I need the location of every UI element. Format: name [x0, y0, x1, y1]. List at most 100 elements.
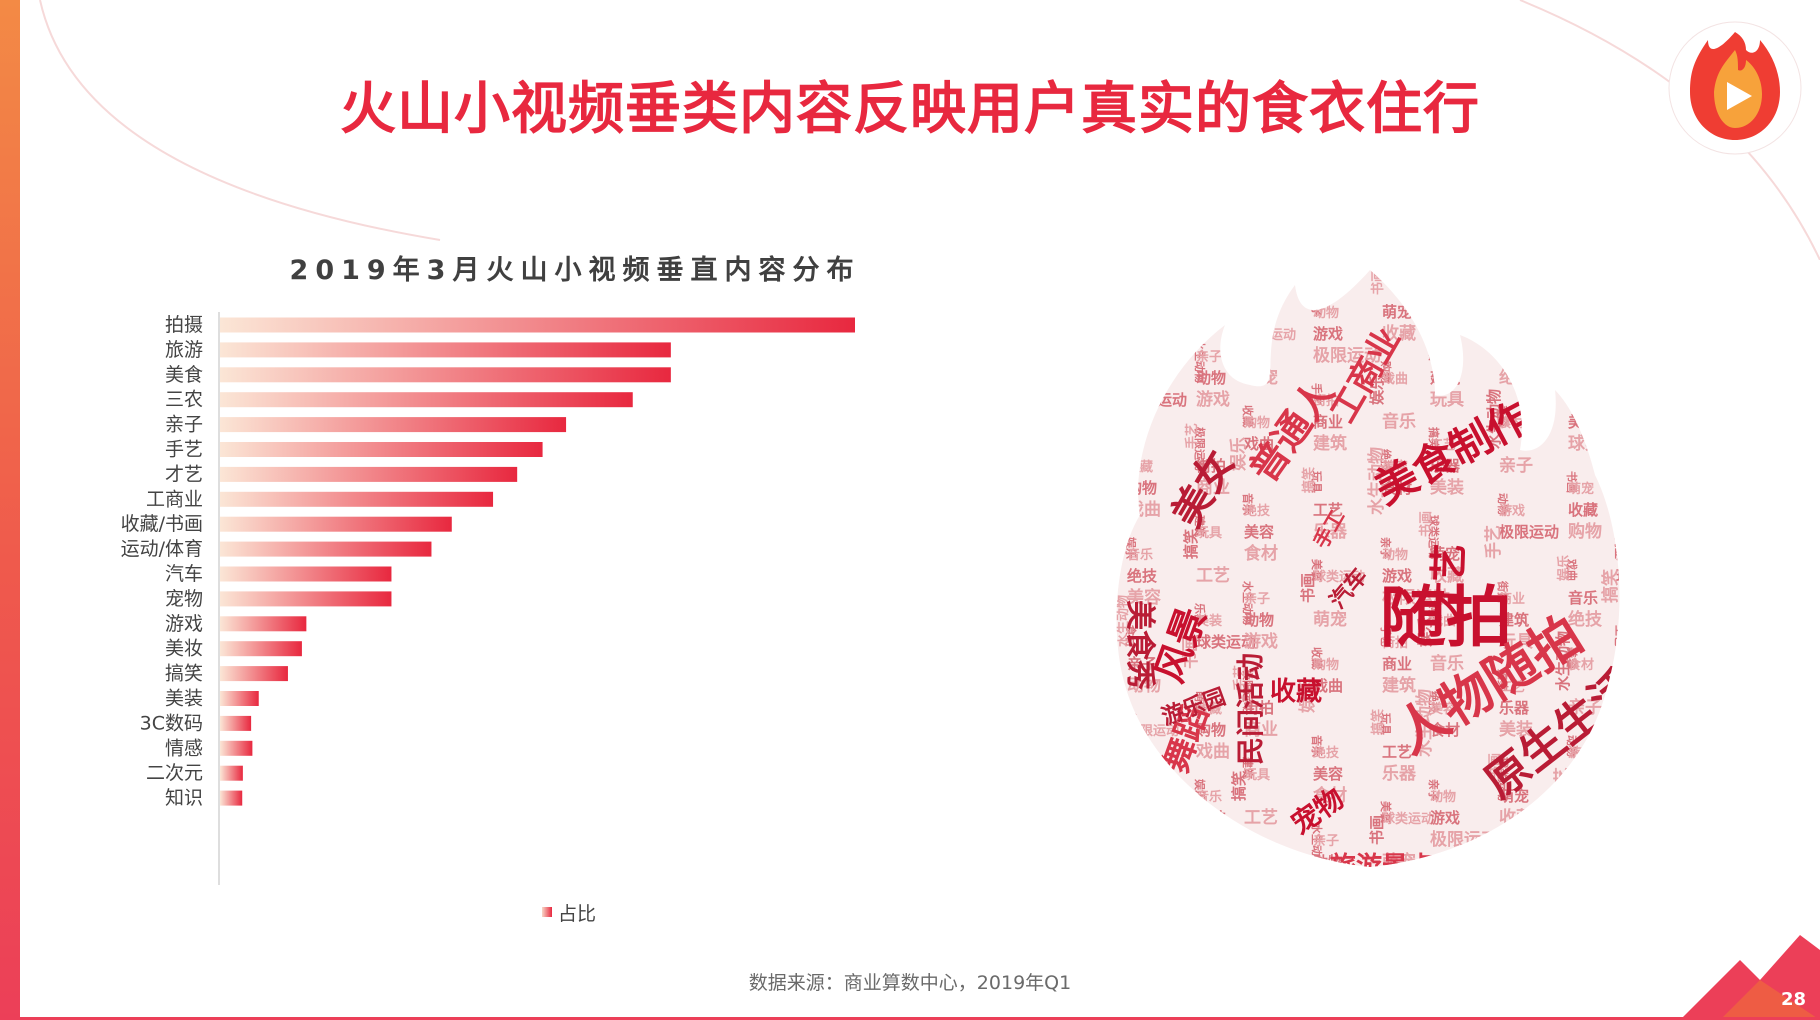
wordcloud-word: 游戏	[1613, 449, 1627, 471]
wordcloud-word: 水生动物	[1604, 331, 1620, 383]
wordcloud-word: 商业	[1565, 295, 1579, 317]
wordcloud-word: 书画	[1299, 573, 1317, 603]
wordcloud-word: 美容	[1496, 405, 1510, 427]
wordcloud-word: 食材	[1124, 625, 1138, 647]
legend-swatch	[542, 907, 552, 917]
wordcloud-word: 收藏	[1310, 647, 1324, 669]
wordcloud-word: 街拍	[1615, 499, 1640, 520]
wordcloud-word: 建筑	[1568, 853, 1598, 871]
wordcloud-word: 音乐	[1499, 347, 1529, 365]
category-label: 三农	[165, 389, 203, 411]
bar	[220, 541, 432, 557]
wordcloud-word: 书画	[1112, 393, 1132, 427]
wordcloud-word: 音乐	[1616, 831, 1640, 849]
chart-title: 2019年3月火山小视频垂直内容分布	[289, 255, 861, 286]
wordcloud-word: 食材	[1613, 361, 1627, 383]
wordcloud-word: 搞笑	[1113, 287, 1131, 317]
wordcloud-word: 戏曲	[1429, 613, 1456, 629]
wordcloud-word: 手艺	[1483, 525, 1504, 559]
wordcloud-word: 街拍	[1312, 393, 1339, 409]
wordcloud-word: 街拍	[1496, 580, 1510, 603]
wordcloud-word: 商业	[1313, 413, 1343, 431]
wordcloud-word: 游戏	[1196, 389, 1230, 410]
wordcloud-word: 动物	[1196, 369, 1226, 387]
wordcloud-word: 娱乐	[1228, 437, 1249, 471]
wordcloud-word: 乐器	[1430, 457, 1461, 475]
wordcloud-word: 食材	[1244, 543, 1278, 564]
wordcloud-word: 书画	[1418, 511, 1434, 537]
wordcloud-word: 收藏	[1127, 459, 1153, 475]
wordcloud-word: 书画	[1370, 269, 1386, 295]
category-label: 美食	[165, 364, 203, 386]
wordcloud-word: 音乐	[1196, 789, 1222, 805]
wordcloud-word: 食材	[1196, 301, 1230, 322]
category-label: 3C数码	[140, 712, 203, 734]
wordcloud-word: 水生动物	[1485, 389, 1503, 449]
wordcloud-word: 萌宠	[1568, 481, 1594, 497]
wordcloud-word: 美容	[1313, 765, 1343, 783]
wordcloud-word: 美装	[1616, 655, 1640, 673]
wordcloud-word: 亲子	[1427, 779, 1441, 801]
wordcloud-word: 玩具	[1244, 768, 1270, 783]
wordcloud-word: 萌宠	[1193, 691, 1207, 713]
bar	[220, 666, 288, 682]
category-label: 收藏/书画	[121, 513, 203, 535]
bar	[220, 691, 259, 706]
page-title: 火山小视频垂类内容反映用户真实的食衣住行	[340, 77, 1480, 142]
wordcloud-word: 动物	[1565, 735, 1579, 757]
category-label: 知识	[165, 787, 203, 809]
category-label: 手艺	[165, 439, 203, 461]
wordcloud-word: 建筑	[1193, 515, 1207, 537]
wordcloud-word: 商业	[1196, 477, 1230, 498]
wordcloud-word: 游戏	[1430, 809, 1460, 827]
bar	[220, 790, 243, 806]
wordcloud-word: 美装	[1241, 317, 1255, 339]
wordcloud-word: 萌宠	[1244, 367, 1278, 388]
wordcloud-word: 极限运动	[1499, 523, 1559, 541]
wordcloud-word: 食材	[1499, 415, 1525, 431]
wordcloud-word: 美装	[1310, 559, 1324, 581]
wordcloud-word: 工艺	[1499, 679, 1525, 695]
bar	[220, 641, 302, 657]
wordcloud-word: 街拍	[1126, 763, 1161, 784]
category-label: 二次元	[146, 762, 203, 784]
wordcloud-word: 街拍	[1381, 635, 1408, 651]
wordcloud-word: 萌宠	[1616, 723, 1640, 739]
wordcloud-word: 街拍	[1243, 699, 1274, 717]
category-label: 旅游	[165, 339, 203, 361]
wordcloud-word: 球类运动	[1196, 633, 1256, 651]
wordcloud-word: 玩具	[1616, 567, 1640, 585]
wordcloud-word: 极限运动	[1430, 830, 1498, 850]
wordcloud-word: 球类运动	[1127, 391, 1187, 409]
wordcloud-word: 手艺	[1602, 463, 1620, 493]
chart-legend: 占比	[542, 900, 596, 925]
wordcloud-word: 绝技	[1616, 851, 1640, 872]
wordcloud-word: 建筑	[1127, 811, 1153, 827]
wordcloud-word: 购物	[1127, 479, 1157, 497]
wordcloud-word: 搞笑	[1427, 427, 1441, 449]
wordcloud-word: 萌宠	[1124, 449, 1138, 471]
bar	[220, 591, 392, 607]
category-label: 宠物	[165, 588, 203, 610]
wordcloud-word: 水生动物	[1115, 595, 1131, 647]
wordcloud-word: 音乐	[1241, 493, 1255, 515]
wordcloud-word: 手艺	[1113, 727, 1131, 757]
wordcloud-word: 游戏	[1313, 325, 1343, 343]
left-accent-stripe	[0, 0, 20, 1020]
wordcloud-word: 收藏	[1568, 501, 1598, 519]
wordcloud-word: 街拍	[1565, 822, 1579, 845]
wordcloud-word: 戏曲	[1126, 499, 1161, 520]
wordcloud-word: 购物	[1427, 603, 1441, 625]
wordcloud-word: 收藏	[1616, 743, 1640, 761]
wordcloud-word: 球类运动	[1427, 515, 1441, 559]
wordcloud-word: 收藏	[1382, 323, 1416, 344]
wordcloud-word: 手艺	[1310, 383, 1324, 405]
wordcloud-word: 音乐	[1568, 589, 1598, 607]
wordcloud-word: 极限运动	[1193, 427, 1207, 471]
wordcloud-word: 工艺	[1127, 323, 1161, 344]
wordcloud-word: 购物	[1313, 657, 1339, 673]
wordcloud-word: 手艺	[1552, 767, 1573, 801]
wordcloud-word: 动物	[1496, 493, 1510, 515]
wordcloud-word: 绝技	[1196, 809, 1227, 827]
wordcloud-word: 工艺	[1613, 625, 1627, 647]
